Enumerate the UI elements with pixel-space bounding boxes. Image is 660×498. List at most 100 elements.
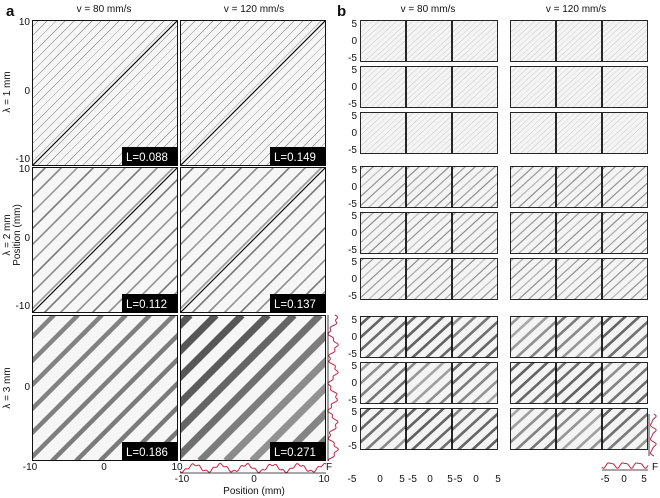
stripe-mark (510, 66, 531, 85)
stripe-mark (556, 408, 581, 432)
stripe-mark (473, 39, 498, 62)
tile-frame (406, 362, 452, 404)
stripe-mark (180, 20, 233, 73)
stripe-mark (556, 362, 595, 399)
stripe-mark (283, 123, 326, 166)
stripe-mark (409, 115, 452, 154)
stripe-mark (406, 66, 421, 80)
stripe-mark (559, 115, 602, 154)
stripe-mark (99, 87, 178, 166)
stripe-mark (265, 105, 326, 166)
stripe-mark (623, 85, 648, 108)
stripe-mark (425, 424, 452, 450)
tile-frame (406, 316, 452, 358)
stripe-mark (360, 212, 395, 244)
stripe-mark (63, 51, 178, 166)
stripe-mark (537, 137, 556, 154)
stripe-mark (605, 23, 648, 62)
b-xtick-6: 5 (447, 474, 453, 485)
stripe-mark (602, 258, 627, 281)
b-tile-r8-c6 (602, 362, 648, 404)
stripe-mark (517, 172, 556, 208)
tile-frame (510, 362, 556, 404)
stripe-mark (559, 69, 602, 108)
stripe-mark (617, 34, 648, 62)
stripe-mark (635, 391, 648, 404)
stripe-mark (360, 362, 385, 386)
b-xtick-4: -5 (408, 474, 417, 485)
stripe-mark (510, 408, 549, 445)
stripe-mark (180, 20, 260, 100)
stripe-mark (531, 85, 556, 108)
stripe-mark (602, 166, 647, 207)
stripe-mark (619, 273, 648, 300)
stripe-mark (360, 212, 375, 226)
tile-frame (452, 258, 498, 300)
stripe-mark (360, 66, 387, 91)
stripe-mark (455, 69, 498, 108)
stripe-mark (556, 112, 571, 126)
stripe-mark (519, 28, 556, 62)
stripe-mark (471, 424, 498, 450)
stripe-mark (589, 391, 602, 404)
stripe-mark (32, 315, 128, 413)
stripe-mark (452, 166, 477, 189)
b-ytick-r1-1: 0 (351, 36, 357, 47)
a-ytick-r1-mid: 0 (24, 86, 30, 97)
stripe-mark (556, 112, 583, 137)
a-panel-r3-c1: L=0.186 (32, 315, 178, 461)
stripe-mark (513, 69, 556, 108)
stripe-mark (180, 20, 323, 163)
stripe-mark (602, 316, 613, 327)
stripe-mark (556, 66, 571, 80)
tile-frame (556, 362, 602, 404)
tile-frame (556, 258, 602, 300)
stripe-mark (602, 66, 623, 85)
b-ytick-r1-0: 5 (351, 19, 357, 30)
stripe-mark (525, 80, 556, 108)
stripe-mark (452, 166, 497, 207)
stripe-mark (375, 34, 406, 62)
b-tile-r5-c4 (510, 212, 556, 254)
stripe-mark (629, 45, 648, 62)
stripe-mark (360, 316, 385, 340)
b-tile-r5-c5 (556, 212, 602, 254)
stripe-mark (406, 258, 451, 299)
stripe-mark (563, 172, 602, 208)
stripe-mark (457, 319, 498, 358)
tile-frame (556, 316, 602, 358)
stripe-mark (211, 51, 326, 166)
stripe-mark (510, 212, 525, 226)
stripe-mark (619, 181, 648, 208)
stripe-mark (602, 362, 641, 399)
a-col-header-80: v = 80 mm/s (77, 4, 132, 15)
b-profile-vertical (649, 413, 657, 457)
stripe-mark (452, 212, 467, 226)
stripe-mark (223, 356, 326, 461)
tile-frame (510, 66, 556, 108)
tile-frame (556, 212, 602, 254)
stripe-mark (556, 408, 595, 445)
stripe-mark (180, 315, 219, 356)
stripe-mark (556, 212, 591, 244)
stripe-mark (369, 120, 406, 154)
stripe-mark (360, 408, 385, 432)
stripe-mark (589, 345, 602, 358)
stripe-mark (381, 39, 406, 62)
stripe-mark (623, 131, 648, 154)
stripe-mark (360, 258, 375, 272)
stripe-mark (360, 66, 375, 80)
stripe-mark (369, 74, 406, 108)
stripe-mark (602, 212, 647, 253)
stripe-mark (629, 190, 648, 208)
stripe-mark (393, 96, 406, 108)
a-ytick-r3-mid: 0 (24, 382, 30, 393)
b-ytick-r7-0: 5 (351, 315, 357, 326)
stripe-mark (556, 20, 589, 50)
stripe-mark (452, 408, 463, 419)
stripe-mark (510, 258, 545, 290)
stripe-mark (452, 112, 479, 137)
stripe-mark (363, 23, 406, 62)
b-tile-r8-c1 (360, 362, 406, 404)
b-profile-curves (601, 413, 657, 471)
